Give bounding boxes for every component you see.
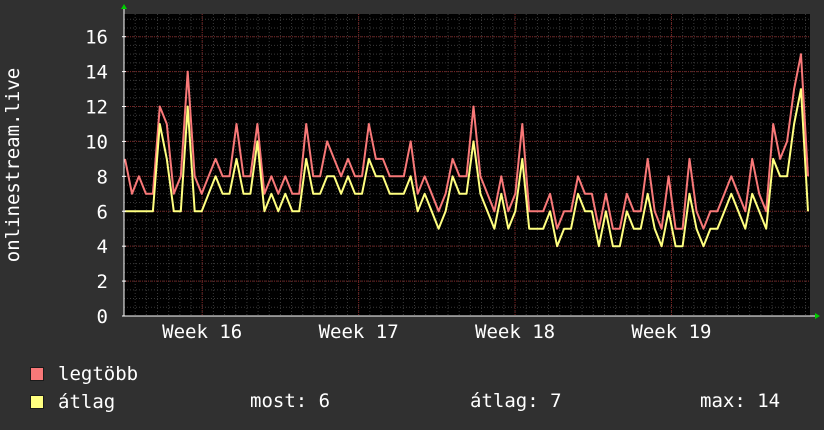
y-tick-label: 4: [97, 236, 108, 258]
x-tick-label: Week 18: [475, 321, 555, 343]
legend-item-avg: átlag: [30, 390, 115, 414]
series-line-legtobb: [124, 53, 809, 230]
x-axis-arrow: [815, 313, 820, 319]
x-tick-label: Week 19: [631, 321, 711, 343]
stat-max: max: 14: [700, 390, 781, 412]
axes: [121, 4, 820, 319]
grid: [124, 14, 810, 317]
legend-swatch-avg: [30, 395, 44, 409]
legend-item-max: legtöbb: [30, 362, 138, 386]
y-tick-labels: 0 2 4 6 8 10 12 14 16: [85, 27, 108, 328]
legend-label-max: legtöbb: [58, 363, 139, 385]
y-tick-label: 16: [85, 27, 108, 49]
y-tick-label: 6: [97, 201, 108, 223]
y-axis-label: onlinestream.live: [2, 68, 24, 262]
stat-average: átlag: 7: [470, 390, 562, 412]
y-tick-label: 2: [97, 271, 108, 293]
y-tick-label: 14: [85, 62, 108, 84]
y-tick-label: 8: [97, 166, 108, 188]
stat-current: most: 6: [250, 390, 331, 412]
y-tick-label: 12: [85, 97, 108, 119]
y-tick-label: 0: [97, 306, 108, 328]
series-line-atlag: [125, 88, 809, 248]
legend-label-avg: átlag: [58, 391, 116, 413]
legend-swatch-max: [30, 367, 44, 381]
x-tick-labels: Week 16 Week 17 Week 18 Week 19: [162, 321, 711, 343]
series-layer: [124, 53, 809, 248]
y-axis-arrow: [121, 4, 127, 9]
y-tick-label: 10: [85, 131, 108, 153]
x-tick-label: Week 16: [162, 321, 242, 343]
x-tick-label: Week 17: [319, 321, 399, 343]
